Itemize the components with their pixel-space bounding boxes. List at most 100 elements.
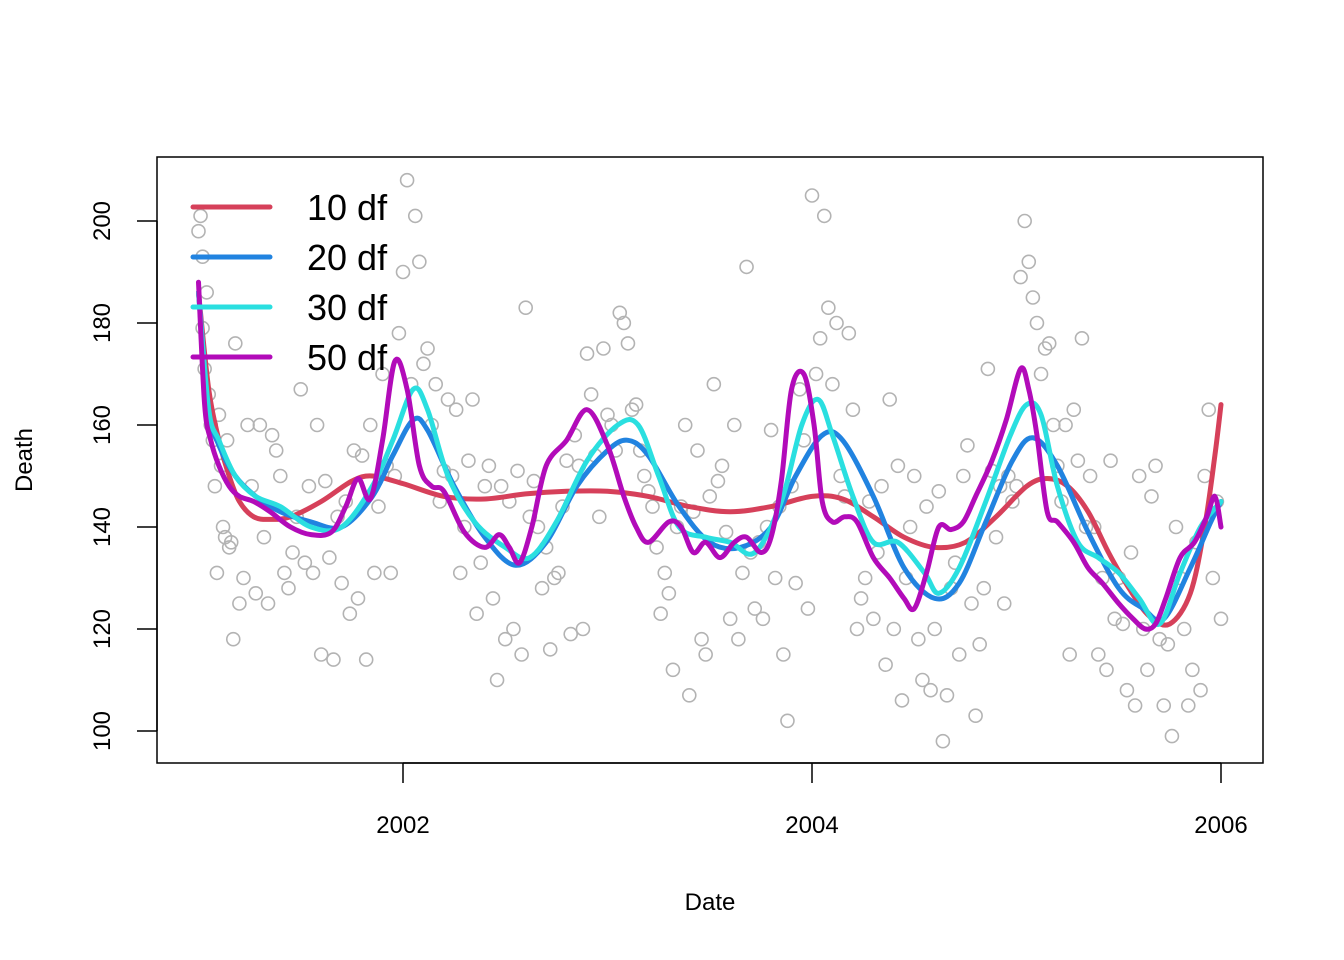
data-point [260,596,276,611]
data-point [506,621,521,637]
data-point [956,468,971,484]
data-point [209,565,225,581]
data-point [297,555,313,571]
legend-item: 30 df [190,287,388,328]
x-tick-label: 2006 [1194,812,1247,839]
data-point [886,621,902,637]
data-point [988,529,1004,545]
series-line-50-df [196,279,1224,632]
data-point [1074,330,1090,346]
data-point [322,550,337,565]
data-point [354,448,370,463]
data-point [1005,494,1020,509]
data-point [1021,254,1037,270]
data-point [264,427,280,443]
data-point [461,453,476,469]
data-point [510,463,525,479]
data-point [428,376,444,392]
data-point [469,606,484,622]
legend-label: 10 df [307,187,388,228]
data-point [624,402,640,418]
data-point [407,208,423,224]
data-point [1070,453,1086,469]
data-point [592,509,607,525]
data-point [747,601,763,616]
data-point [326,652,341,667]
data-point [281,580,296,596]
data-point [399,172,415,188]
data-point [371,499,386,514]
data-point [792,381,808,397]
legend-label: 50 df [307,337,388,378]
data-point [215,519,231,535]
data-point [776,647,791,662]
data-point [739,259,754,275]
data-point [1123,545,1139,560]
data-point [706,376,722,392]
smoothing-curves [196,279,1224,632]
legend-label: 20 df [307,237,388,278]
data-point [193,208,208,224]
data-point [473,555,489,571]
data-point [285,545,300,560]
data-point [551,565,566,581]
legend: 10 df 20 df 30 df 50 df [190,187,388,378]
data-point [1119,682,1135,698]
data-point [788,575,803,591]
data-point [600,407,615,423]
data-point [821,300,836,316]
data-point [1201,402,1217,418]
data-point [894,693,910,708]
data-point [702,489,718,504]
data-point [866,611,881,627]
data-point [272,468,288,484]
data-point [223,534,239,550]
data-point [1107,611,1122,627]
data-point [710,473,726,489]
data-point [1017,213,1032,229]
data-point [767,570,783,586]
data-point [612,305,628,321]
data-point [317,473,333,489]
data-point [236,570,251,586]
data-point [964,596,979,611]
data-point [804,188,820,203]
data-point [829,315,844,331]
data-point [395,264,411,280]
data-point [477,478,493,494]
data-point [780,713,795,729]
data-point [841,325,857,341]
data-point [225,631,241,647]
data-point [616,315,632,331]
data-point [305,565,321,581]
data-point [440,392,456,407]
data-point [1091,647,1106,662]
data-point [485,591,501,606]
data-point [489,672,505,688]
data-point [596,341,611,356]
data-point [1180,698,1196,713]
data-point [252,417,268,433]
data-point [637,468,652,484]
data-point [960,438,975,453]
data-point [645,499,660,514]
data-point [931,483,947,499]
data-point [1127,698,1143,713]
data-point [1152,631,1167,647]
y-axis: 100 120 140 160 180 200 [89,201,158,751]
y-tick-label: 180 [89,303,116,343]
data-point [919,499,934,514]
data-point [845,402,861,418]
data-point [906,468,922,484]
y-axis-label: Death [11,428,38,492]
data-point [367,565,382,581]
data-point [1176,621,1192,637]
legend-label: 30 df [307,287,388,328]
data-point [927,621,943,637]
data-point [735,565,750,581]
x-tick-label: 2004 [785,812,838,839]
data-point [800,601,816,616]
data-point [375,366,390,382]
data-point [1025,290,1041,305]
data-point [755,611,771,627]
